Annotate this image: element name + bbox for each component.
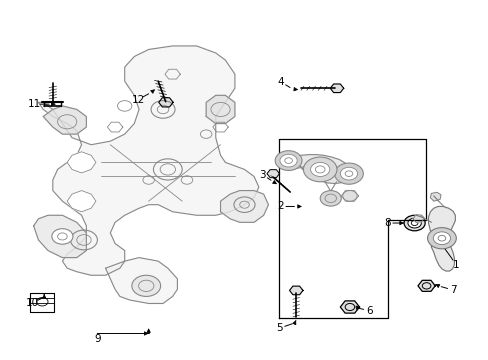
Polygon shape: [67, 190, 96, 212]
Circle shape: [340, 167, 357, 180]
Circle shape: [303, 157, 336, 182]
Circle shape: [132, 275, 160, 296]
Circle shape: [275, 151, 302, 171]
Text: 10: 10: [26, 298, 39, 308]
Circle shape: [280, 154, 297, 167]
Circle shape: [320, 190, 341, 206]
Polygon shape: [220, 190, 268, 222]
Polygon shape: [206, 95, 234, 123]
Polygon shape: [266, 170, 279, 177]
Circle shape: [310, 162, 329, 176]
Polygon shape: [340, 301, 359, 313]
Polygon shape: [105, 258, 177, 303]
Circle shape: [403, 215, 424, 231]
Text: 2: 2: [277, 202, 283, 211]
Circle shape: [342, 190, 356, 201]
Text: 1: 1: [452, 260, 459, 270]
Polygon shape: [30, 293, 54, 312]
Text: 9: 9: [94, 334, 101, 345]
Polygon shape: [289, 286, 303, 295]
Polygon shape: [427, 207, 454, 271]
Text: 3: 3: [259, 170, 265, 180]
Polygon shape: [67, 152, 96, 173]
Polygon shape: [292, 154, 351, 184]
Polygon shape: [417, 280, 434, 291]
Circle shape: [334, 163, 363, 184]
Polygon shape: [159, 98, 173, 107]
Text: 5: 5: [276, 323, 282, 333]
Text: 12: 12: [131, 95, 144, 104]
Polygon shape: [39, 46, 258, 275]
Polygon shape: [329, 84, 343, 93]
Circle shape: [52, 229, 73, 244]
Polygon shape: [34, 215, 86, 258]
Text: 4: 4: [277, 77, 284, 87]
Text: 11: 11: [28, 99, 41, 109]
Polygon shape: [429, 192, 440, 201]
Circle shape: [407, 218, 421, 228]
Text: 7: 7: [449, 285, 455, 295]
Polygon shape: [412, 215, 424, 222]
Text: 8: 8: [383, 218, 390, 228]
Circle shape: [427, 228, 455, 249]
Text: 6: 6: [365, 306, 372, 315]
Polygon shape: [43, 106, 86, 134]
Circle shape: [432, 232, 449, 244]
Polygon shape: [286, 155, 311, 176]
